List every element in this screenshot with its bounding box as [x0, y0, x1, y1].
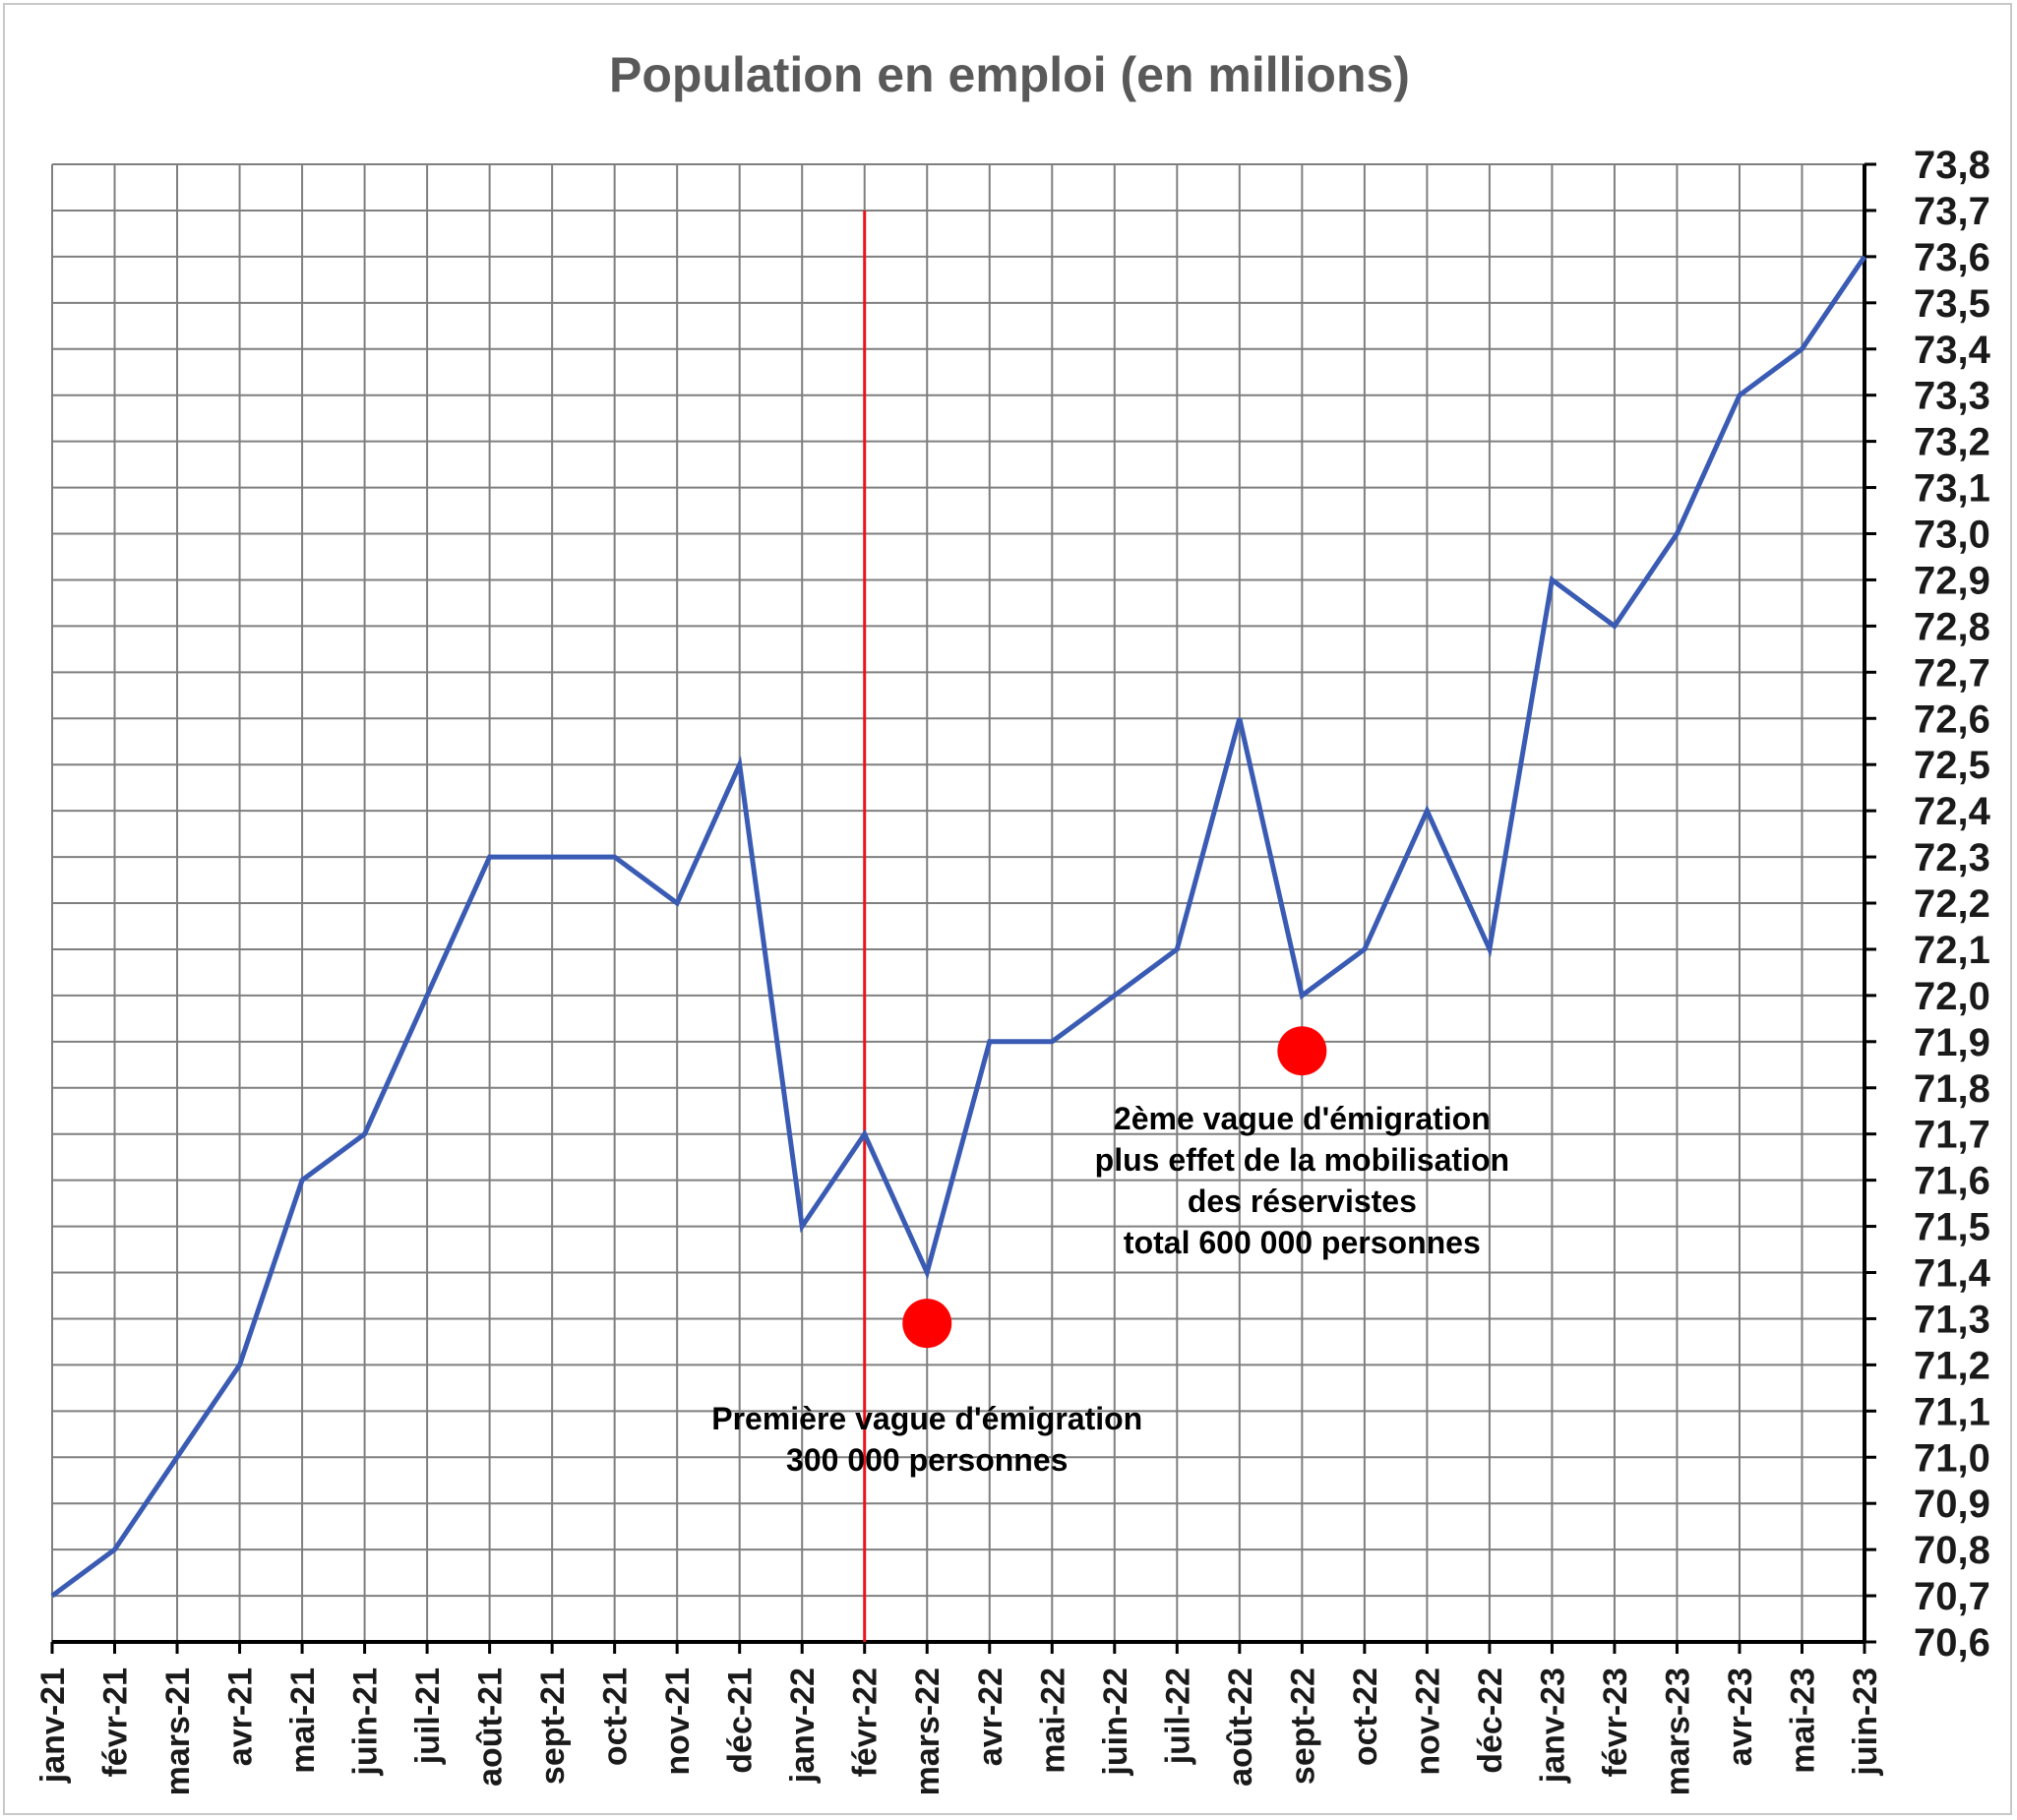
y-tick-label: 72,2 — [1914, 882, 1990, 926]
y-tick-label: 70,8 — [1914, 1529, 1990, 1572]
x-tick-label: oct-21 — [597, 1668, 635, 1766]
y-tick-label: 73,0 — [1914, 514, 1990, 557]
x-tick-label: avr-21 — [222, 1668, 260, 1766]
y-tick-label: 73,4 — [1914, 329, 1991, 372]
series-layer — [50, 255, 1867, 1599]
x-tick-label: août-22 — [1222, 1668, 1259, 1787]
y-tick-label: 70,7 — [1914, 1575, 1990, 1618]
x-tick-label: avr-22 — [972, 1668, 1009, 1766]
y-tick-label: 72,4 — [1914, 790, 1991, 833]
x-tick-label: mai-23 — [1784, 1668, 1821, 1774]
y-tick-label: 72,6 — [1914, 698, 1990, 741]
x-tick-label: févr-21 — [97, 1668, 135, 1778]
y-tick-label: 70,6 — [1914, 1621, 1990, 1665]
y-tick-label: 71,9 — [1914, 1021, 1990, 1064]
x-tick-label: oct-22 — [1347, 1668, 1384, 1766]
y-tick-label: 73,5 — [1914, 282, 1990, 326]
y-tick-label: 70,9 — [1914, 1483, 1990, 1526]
x-tick-label: janv-23 — [1534, 1668, 1571, 1784]
annotation-dot — [902, 1299, 952, 1349]
x-tick-label: mai-22 — [1034, 1668, 1071, 1774]
x-tick-label: août-21 — [472, 1668, 510, 1787]
axes — [50, 162, 1876, 1654]
chart-frame: Population en emploi (en millions) Premi… — [3, 3, 2012, 1815]
y-tick-label: 72,8 — [1914, 605, 1990, 648]
annotation-text: 2ème vague d'émigration — [1114, 1101, 1491, 1136]
y-tick-label: 73,1 — [1914, 467, 1990, 511]
x-tick-label: janv-22 — [784, 1668, 822, 1784]
y-tick-label: 73,3 — [1914, 375, 1990, 418]
y-tick-label: 73,7 — [1914, 190, 1990, 233]
annotation-text: plus effet de la mobilisation — [1095, 1142, 1509, 1178]
x-tick-label: mai-21 — [284, 1668, 322, 1774]
y-tick-label: 71,1 — [1914, 1390, 1990, 1433]
x-tick-label: févr-22 — [847, 1668, 885, 1778]
x-tick-label: sept-21 — [534, 1668, 572, 1785]
x-tick-label: juin-21 — [347, 1668, 385, 1777]
y-tick-label: 71,0 — [1914, 1436, 1990, 1480]
y-tick-label: 71,6 — [1914, 1160, 1990, 1203]
x-tick-label: juil-22 — [1159, 1668, 1196, 1765]
x-tick-label: sept-22 — [1284, 1668, 1321, 1785]
y-tick-labels: 70,670,770,870,971,071,171,271,371,471,5… — [1914, 144, 1991, 1665]
grid — [51, 163, 1865, 1643]
y-tick-label: 71,4 — [1914, 1252, 1991, 1296]
y-tick-label: 71,2 — [1914, 1344, 1990, 1387]
y-tick-label: 72,7 — [1914, 651, 1990, 695]
x-tick-label: juil-21 — [409, 1668, 447, 1765]
x-tick-label: juin-23 — [1847, 1668, 1884, 1777]
x-tick-labels: janv-21 févr-21 mars-21 avr-21 mai-21 juin-21… — [34, 1668, 1884, 1795]
annotation-text: 300 000 personnes — [786, 1442, 1068, 1478]
x-tick-label: févr-23 — [1597, 1668, 1634, 1778]
y-tick-label: 73,8 — [1914, 144, 1990, 187]
chart-title: Population en emploi (en millions) — [609, 47, 1410, 102]
x-tick-label: déc-22 — [1472, 1668, 1509, 1774]
y-tick-label: 73,6 — [1914, 236, 1990, 279]
series-line — [50, 255, 1867, 1599]
x-tick-label: avr-23 — [1722, 1668, 1759, 1766]
annotation-text: total 600 000 personnes — [1124, 1225, 1481, 1260]
annotation-dot — [1277, 1026, 1327, 1076]
y-tick-label: 72,3 — [1914, 836, 1990, 880]
x-tick-label: juin-22 — [1097, 1668, 1134, 1777]
y-tick-label: 72,0 — [1914, 975, 1990, 1018]
annotations-layer: Première vague d'émigration 300 000 perso… — [711, 1026, 1509, 1478]
annotation-text: des réservistes — [1188, 1183, 1417, 1219]
y-tick-label: 71,3 — [1914, 1298, 1990, 1341]
y-tick-label: 72,1 — [1914, 929, 1990, 972]
y-tick-label: 72,5 — [1914, 744, 1990, 787]
y-tick-label: 73,2 — [1914, 421, 1990, 464]
x-tick-label: mars-23 — [1659, 1668, 1696, 1795]
x-tick-label: nov-22 — [1409, 1668, 1446, 1776]
x-tick-label: déc-21 — [722, 1668, 760, 1774]
y-tick-label: 72,9 — [1914, 559, 1990, 602]
y-tick-label: 71,8 — [1914, 1067, 1990, 1111]
x-tick-label: mars-21 — [159, 1668, 197, 1795]
y-tick-label: 71,7 — [1914, 1114, 1990, 1157]
line-chart: Population en emploi (en millions) Premi… — [34, 47, 1991, 1795]
x-tick-label: janv-21 — [34, 1668, 72, 1784]
annotation-text: Première vague d'émigration — [711, 1401, 1142, 1436]
x-tick-label: nov-21 — [659, 1668, 697, 1776]
y-tick-label: 71,5 — [1914, 1206, 1990, 1249]
x-tick-label: mars-22 — [909, 1668, 947, 1795]
